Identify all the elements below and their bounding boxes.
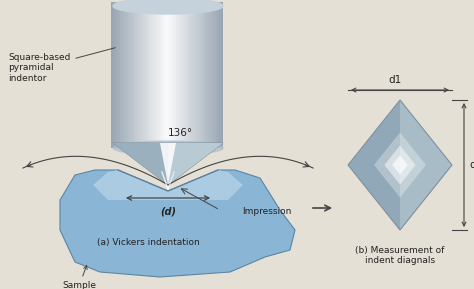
Bar [117, 2, 119, 148]
Bar [210, 2, 212, 148]
Text: (a) Vickers indentation: (a) Vickers indentation [97, 238, 200, 247]
Bar [201, 2, 203, 148]
Ellipse shape [113, 141, 223, 155]
Bar [150, 2, 153, 148]
Bar [167, 2, 169, 148]
Bar [182, 2, 184, 148]
Bar [132, 2, 134, 148]
Bar [214, 2, 216, 148]
Bar [158, 2, 160, 148]
Bar [204, 2, 207, 148]
Text: 136°: 136° [167, 128, 192, 138]
Text: Impression: Impression [242, 208, 292, 216]
Bar [124, 2, 127, 148]
Bar [169, 2, 171, 148]
Polygon shape [384, 145, 416, 184]
Bar [118, 2, 121, 148]
Bar [219, 2, 222, 148]
Bar [137, 2, 140, 148]
Bar [113, 2, 115, 148]
Bar [141, 2, 143, 148]
Polygon shape [392, 155, 408, 175]
Bar [180, 2, 182, 148]
Text: (d): (d) [160, 206, 176, 216]
Bar [128, 2, 130, 148]
Polygon shape [60, 170, 295, 277]
Bar [120, 2, 123, 148]
Bar [115, 2, 117, 148]
Bar [164, 2, 166, 148]
Bar [188, 2, 190, 148]
Bar [193, 2, 196, 148]
Ellipse shape [113, 0, 223, 14]
Bar [146, 2, 149, 148]
Polygon shape [93, 170, 243, 200]
Bar [111, 2, 113, 148]
Bar [139, 2, 141, 148]
Text: Sample: Sample [62, 266, 96, 289]
Bar [130, 2, 132, 148]
Bar [148, 2, 151, 148]
Bar [178, 2, 181, 148]
Polygon shape [374, 132, 426, 197]
Bar [216, 2, 218, 148]
Bar [208, 2, 210, 148]
Bar [195, 2, 197, 148]
Polygon shape [168, 143, 223, 185]
Bar [171, 2, 173, 148]
Bar [162, 2, 164, 148]
Bar [191, 2, 194, 148]
Bar [173, 2, 175, 148]
Text: Square-based
pyramidal
indentor: Square-based pyramidal indentor [8, 48, 115, 83]
Bar [218, 2, 220, 148]
Polygon shape [348, 100, 400, 230]
Bar [197, 2, 199, 148]
Text: d1: d1 [388, 75, 401, 85]
Bar [221, 2, 224, 148]
Bar [145, 2, 147, 148]
Bar [184, 2, 186, 148]
Bar [160, 2, 162, 148]
Polygon shape [348, 165, 452, 230]
Polygon shape [113, 143, 168, 185]
Bar [190, 2, 192, 148]
Bar [212, 2, 214, 148]
Text: d2: d2 [469, 160, 474, 170]
Bar [165, 2, 168, 148]
Bar [126, 2, 128, 148]
Bar [143, 2, 145, 148]
Text: (b) Measurement of
indent diagnals: (b) Measurement of indent diagnals [356, 246, 445, 265]
Bar [122, 2, 125, 148]
Polygon shape [348, 100, 452, 165]
Polygon shape [160, 143, 176, 185]
Bar [136, 2, 138, 148]
Bar [174, 2, 177, 148]
Polygon shape [400, 100, 452, 230]
Bar [154, 2, 156, 148]
Bar [134, 2, 136, 148]
Bar [156, 2, 158, 148]
Bar [202, 2, 205, 148]
Bar [186, 2, 188, 148]
Bar [152, 2, 155, 148]
Bar [206, 2, 209, 148]
Bar [199, 2, 201, 148]
Bar [176, 2, 179, 148]
